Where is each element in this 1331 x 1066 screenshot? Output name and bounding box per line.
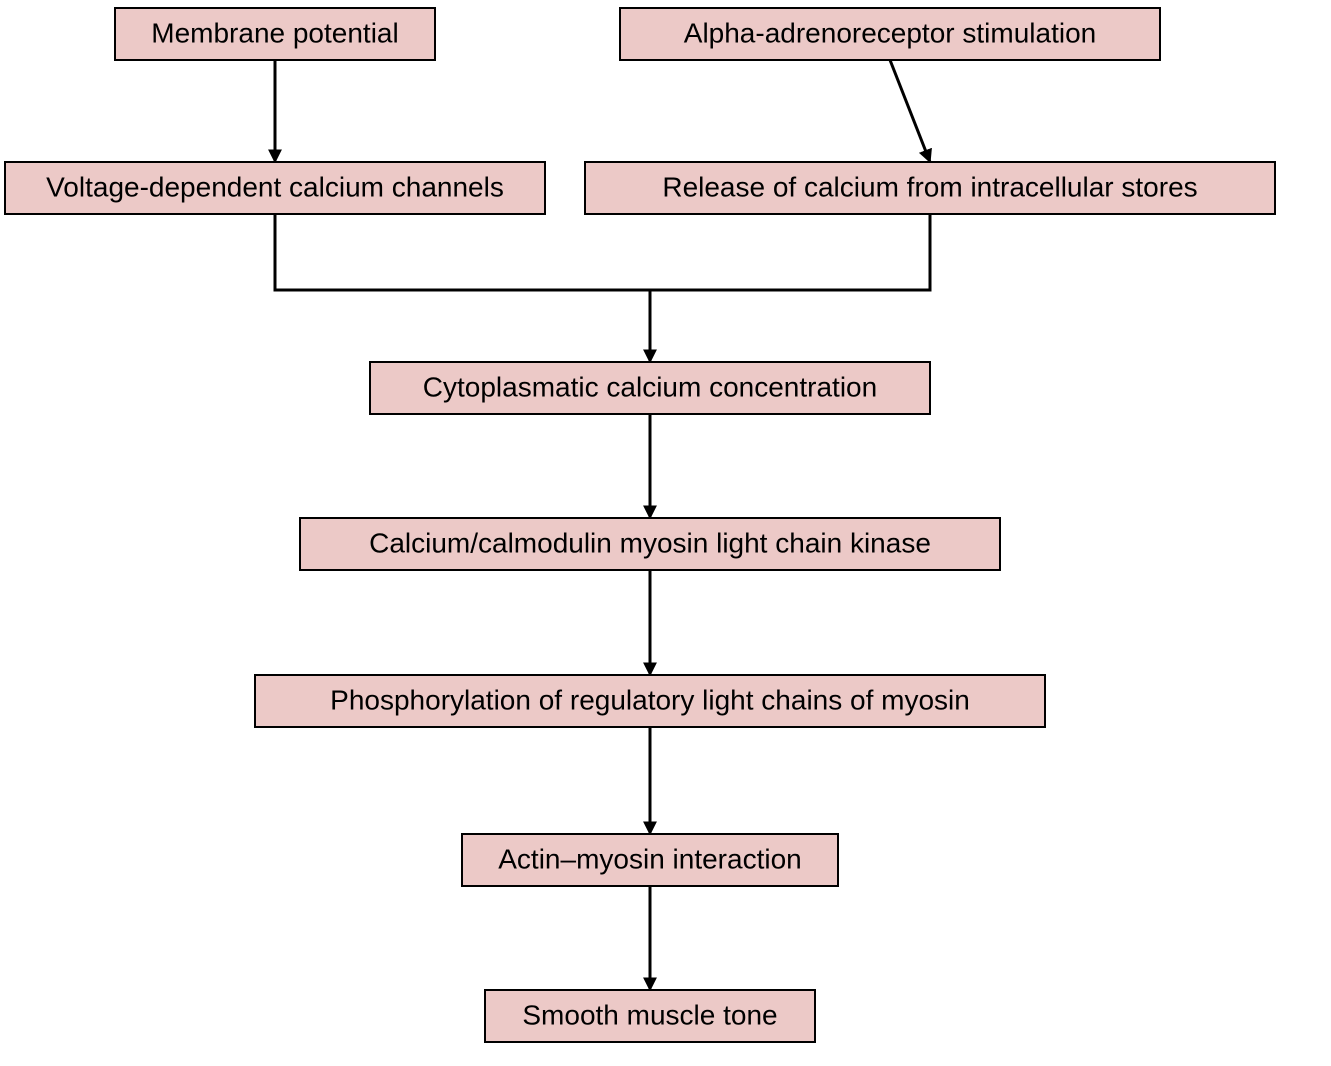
node-actin: Actin–myosin interaction bbox=[462, 834, 838, 886]
edge-merge-horizontal bbox=[275, 214, 930, 290]
node-vdcc: Voltage-dependent calcium channels bbox=[5, 162, 545, 214]
node-tone-label: Smooth muscle tone bbox=[522, 999, 777, 1030]
node-alpha-label: Alpha-adrenoreceptor stimulation bbox=[684, 17, 1096, 48]
node-kinase: Calcium/calmodulin myosin light chain ki… bbox=[300, 518, 1000, 570]
node-phospho: Phosphorylation of regulatory light chai… bbox=[255, 675, 1045, 727]
node-phospho-label: Phosphorylation of regulatory light chai… bbox=[330, 684, 970, 715]
node-release-label: Release of calcium from intracellular st… bbox=[662, 171, 1197, 202]
node-actin-label: Actin–myosin interaction bbox=[498, 843, 801, 874]
node-membrane: Membrane potential bbox=[115, 8, 435, 60]
node-release: Release of calcium from intracellular st… bbox=[585, 162, 1275, 214]
node-vdcc-label: Voltage-dependent calcium channels bbox=[46, 171, 504, 202]
node-cyto: Cytoplasmatic calcium concentration bbox=[370, 362, 930, 414]
flowchart-diagram: Membrane potential Alpha-adrenoreceptor s… bbox=[0, 0, 1331, 1066]
edge-alpha-to-release bbox=[890, 60, 930, 162]
node-membrane-label: Membrane potential bbox=[151, 17, 398, 48]
node-alpha: Alpha-adrenoreceptor stimulation bbox=[620, 8, 1160, 60]
node-cyto-label: Cytoplasmatic calcium concentration bbox=[423, 371, 877, 402]
nodes-group: Membrane potential Alpha-adrenoreceptor s… bbox=[5, 8, 1275, 1042]
node-tone: Smooth muscle tone bbox=[485, 990, 815, 1042]
node-kinase-label: Calcium/calmodulin myosin light chain ki… bbox=[369, 527, 931, 558]
